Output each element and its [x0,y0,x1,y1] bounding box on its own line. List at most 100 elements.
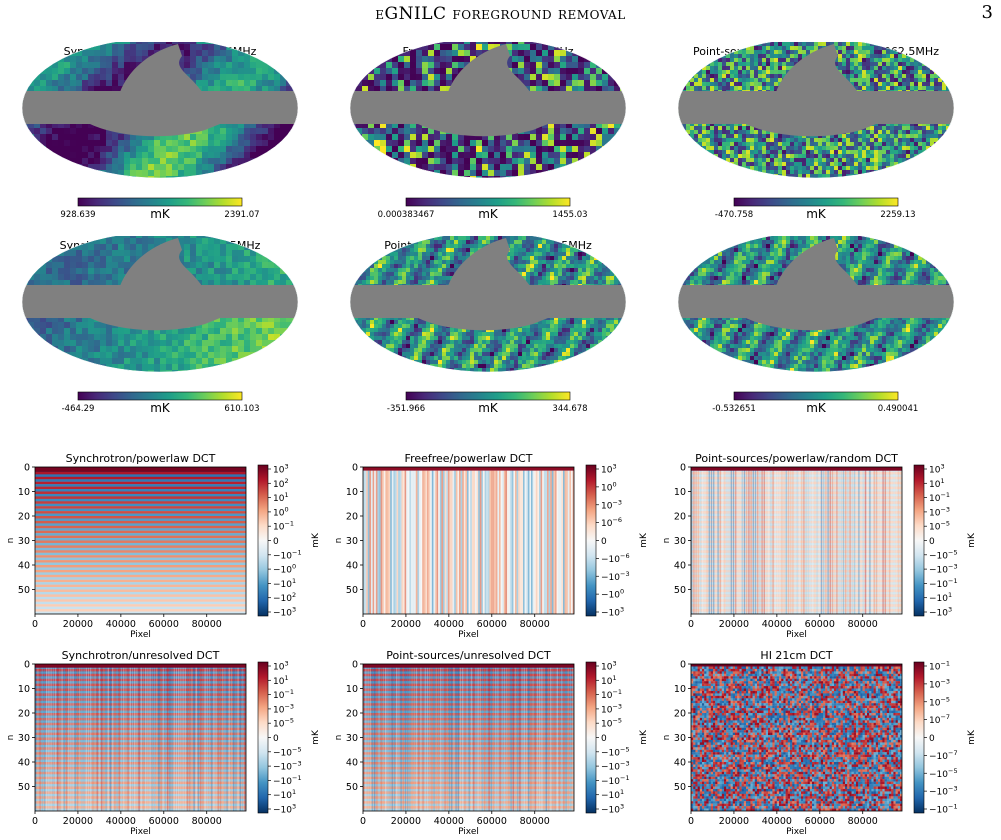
colorbar-unit-label: mK [150,401,171,415]
map-colorbar [77,197,243,207]
colorbar-tick-label: 10−5 [929,695,950,708]
colorbar-max-label: 344.678 [552,404,587,414]
colorbar-tick-label: −101 [273,788,296,801]
y-tick-label: 30 [346,536,358,547]
x-tick-label: 60000 [477,619,507,630]
colorbar-unit-label: mK [478,207,499,221]
y-axis-label: n [662,538,672,544]
colorbar-tick-label: 10−1 [929,660,950,673]
y-tick-label: 0 [680,660,686,671]
colorbar-tick-label: −100 [601,588,624,601]
x-tick-label: 60000 [477,816,507,827]
colorbar-tick-label: 101 [273,674,289,687]
colorbar-tick-label: 0 [273,537,279,547]
x-tick-label: 20000 [391,619,421,630]
colorbar-tick-label: −10−5 [601,745,630,758]
heatmap-colorbar [257,464,269,617]
y-tick-label: 20 [346,709,358,720]
y-tick-label: 30 [18,536,30,547]
colorbar-unit-label: mK [967,532,974,548]
colorbar-unit-label: mK [639,532,646,548]
y-axis-label: n [6,735,16,741]
colorbar-tick-label: 10−5 [929,520,950,533]
colorbar-tick-label: 101 [929,477,945,490]
y-tick-label: 10 [674,684,686,695]
y-tick-label: 20 [674,709,686,720]
colorbar-tick-label: −103 [601,803,624,816]
x-tick-label: 80000 [848,619,878,630]
y-tick-label: 0 [352,463,358,474]
colorbar-tick-label: 10−5 [273,717,294,730]
x-tick-label: 40000 [762,619,792,630]
colorbar-unit-label: mK [311,729,318,745]
x-tick-label: 20000 [719,619,749,630]
map-colorbar [733,197,899,207]
x-tick-label: 60000 [805,619,835,630]
x-tick-label: 80000 [192,816,222,827]
y-tick-label: 40 [674,561,686,572]
colorbar-tick-label: −10−1 [273,774,302,787]
y-tick-label: 0 [352,660,358,671]
y-tick-label: 0 [680,463,686,474]
x-tick-label: 0 [32,816,38,827]
y-tick-label: 40 [18,758,30,769]
y-axis-label: n [334,735,344,741]
y-tick-label: 30 [674,733,686,744]
colorbar-tick-label: −10−1 [929,803,958,816]
x-tick-label: 60000 [149,619,179,630]
y-tick-label: 30 [674,536,686,547]
x-tick-label: 0 [688,816,694,827]
x-tick-label: 20000 [391,816,421,827]
heatmap-image [363,467,574,614]
page-header: eGNILC foreground removal 3 [0,0,1001,30]
map-colorbar [733,391,899,401]
map-body [350,42,626,178]
colorbar-tick-label: 101 [601,674,617,687]
running-head: eGNILC foreground removal [375,4,626,24]
colorbar-tick-label: 0 [929,537,935,547]
heatmap-title: Synchrotron/powerlaw DCT [66,452,216,465]
x-axis-label: Pixel [786,827,807,837]
heatmap-colorbar [585,661,597,814]
colorbar-tick-label: 0 [601,537,607,547]
colorbar-tick-label: −103 [273,803,296,816]
dct-heatmap-panel: Synchrotron/unresolved DCT 0 10 20 30 40 50 0 20… [6,649,318,837]
colorbar-tick-label: −103 [273,606,296,619]
colorbar-tick-label: 10−1 [273,520,294,533]
y-tick-label: 0 [24,463,30,474]
heatmap-title: Point-sources/powerlaw/random DCT [695,452,898,465]
heatmap-image [35,664,246,811]
page-number: 3 [981,2,993,23]
y-tick-label: 40 [346,758,358,769]
colorbar-tick-label: 102 [273,477,289,490]
colorbar-tick-label: 103 [929,463,945,476]
map-colorbar [405,197,571,207]
y-tick-label: 10 [18,487,30,498]
x-tick-label: 0 [360,619,366,630]
colorbar-tick-label: 103 [273,463,289,476]
colorbar-tick-label: −10−1 [929,577,958,590]
y-tick-label: 20 [674,512,686,523]
y-tick-label: 40 [18,561,30,572]
colorbar-unit-label: mK [806,207,827,221]
colorbar-max-label: 610.103 [224,404,259,414]
colorbar-tick-label: −100 [273,563,296,576]
colorbar-tick-label: 103 [601,660,617,673]
colorbar-tick-label: −10−3 [929,785,958,798]
colorbar-tick-label: 100 [273,505,289,518]
colorbar-tick-label: −10−1 [273,548,302,561]
heatmap-colorbar [913,464,925,617]
y-tick-label: 50 [674,782,686,793]
x-axis-label: Pixel [130,630,151,640]
x-tick-label: 40000 [106,619,136,630]
colorbar-unit-label: mK [478,401,499,415]
colorbar-tick-label: −10−7 [929,749,958,762]
colorbar-tick-label: 10−1 [273,688,294,701]
map-body [678,236,954,372]
colorbar-tick-label: −102 [273,591,296,604]
colorbar-unit-label: mK [150,207,171,221]
y-tick-label: 20 [18,709,30,720]
y-tick-label: 10 [346,684,358,695]
y-tick-label: 50 [346,782,358,793]
map-body [22,42,298,178]
